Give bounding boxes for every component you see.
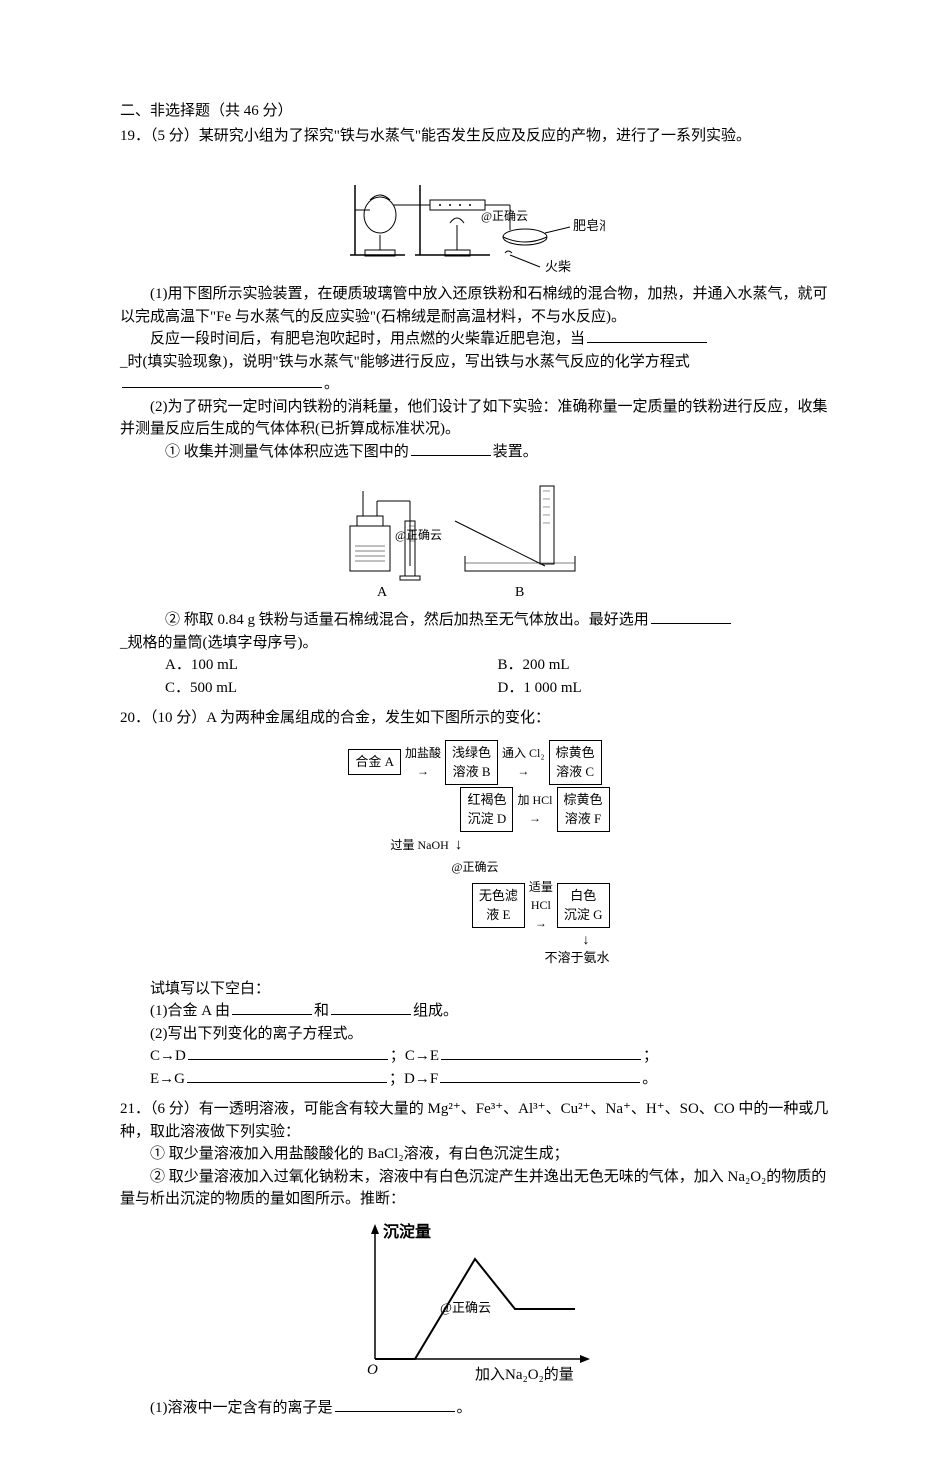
q19-p1: (1)用下图所示实验装置，在硬质玻璃管中放入还原铁粉和石棉绒的混合物，加热，并通… [120, 283, 830, 328]
q20-p1: (1)合金 A 由 和 组成。 [120, 1000, 830, 1023]
q20-flowchart: 合金 A 加盐酸→ 浅绿色溶液 B 通入 Cl₂→ 棕黄色溶液 C 红褐色沉淀 … [120, 738, 830, 970]
blank [441, 1045, 641, 1060]
q19-figure-1: 肥皂液 @正确云 火柴 [120, 155, 830, 275]
blank [335, 1397, 455, 1412]
q19-p2-post: 时(填实验现象)，说明"铁与水蒸气"能够进行反应，写出铁与水蒸气反应的化学方程式 [128, 354, 690, 370]
watermark-flow: @正确云 [451, 858, 498, 876]
q19-p2: 反应一段时间后，有肥皂泡吹起时，用点燃的火柴靠近肥皂泡，当 [120, 328, 830, 351]
label-insoluble: 不溶于氨水 [340, 948, 609, 968]
arrow-label-hcl2: 加 HCl [517, 793, 552, 807]
option-d: D．1 000 mL [498, 677, 831, 700]
q20-p1-pre: (1)合金 A 由 [150, 1003, 230, 1019]
question-21: 21．（6 分）有一透明溶液，可能含有较大量的 Mg²⁺、Fe³⁺、Al³⁺、C… [120, 1098, 830, 1419]
box-solution-c: 棕黄色溶液 C [549, 740, 602, 785]
label-df: ；D→F [389, 1071, 438, 1087]
x-axis-label: 加入Na₂O₂的量 [475, 1366, 574, 1383]
option-c: C．500 mL [165, 677, 498, 700]
blank [232, 1000, 312, 1015]
box-solution-b: 浅绿色溶液 B [445, 740, 498, 785]
q20-intro: 试填写以下空白： [120, 978, 830, 1001]
q19-figure-2: @正确云 A B [120, 471, 830, 601]
q21-p2: ② 取少量溶液加入过氧化钠粉末，溶液中有白色沉淀产生并逸出无色无味的气体，加入 … [120, 1166, 830, 1211]
q19-p2c: 。 [120, 373, 830, 396]
q21-p3-pre: (1)溶液中一定含有的离子是 [150, 1400, 333, 1416]
question-19: 19．（5 分）某研究小组为了探究"铁与水蒸气"能否发生反应及反应的产物，进行了… [120, 125, 830, 700]
box-alloy-a: 合金 A [348, 749, 401, 775]
box-solution-f: 棕黄色溶液 F [557, 787, 610, 832]
watermark-fig1: @正确云 [481, 209, 528, 223]
q19-p5-pre: ② 称取 0.84 g 铁粉与适量石棉绒混合，然后加热至无气体放出。最好选用 [165, 612, 649, 628]
q19-p4-post: 装置。 [493, 444, 538, 460]
q19-p5b: _规格的量筒(选填字母序号)。 [120, 632, 830, 655]
q19-p5-post: 规格的量筒(选填字母序号)。 [128, 635, 318, 651]
blank [411, 441, 491, 456]
q19-p3: (2)为了研究一定时间内铁粉的消耗量，他们设计了如下实验：准确称量一定质量的铁粉… [120, 396, 830, 441]
soap-label: 肥皂液 [573, 218, 605, 233]
q21-p3-post: 。 [457, 1400, 472, 1416]
label-ce: ；C→E [390, 1048, 439, 1064]
blank [187, 1068, 387, 1083]
blank [587, 328, 707, 343]
q21-header: 21．（6 分）有一透明溶液，可能含有较大量的 Mg²⁺、Fe³⁺、Al³⁺、C… [120, 1098, 830, 1143]
q19-p2-end: 。 [324, 376, 339, 392]
label-cd: C→D [150, 1048, 186, 1064]
q19-options: A．100 mL B．200 mL C．500 mL D．1 000 mL [120, 654, 830, 699]
box-solution-e: 无色滤液 E [472, 883, 525, 928]
q19-p4-pre: ① 收集并测量气体体积应选下图中的 [165, 444, 409, 460]
match-label: 火柴 [545, 259, 571, 274]
y-axis-label: 沉淀量 [383, 1222, 431, 1241]
q19-p5: ② 称取 0.84 g 铁粉与适量石棉绒混合，然后加热至无气体放出。最好选用 [120, 609, 830, 632]
q19-p4: ① 收集并测量气体体积应选下图中的 装置。 [120, 441, 830, 464]
blank [122, 373, 322, 388]
q20-sub-cd: C→D ；C→E ； [120, 1045, 830, 1068]
blank [188, 1045, 388, 1060]
q21-p3: (1)溶液中一定含有的离子是 。 [120, 1397, 830, 1420]
box-precipitate-d: 红褐色沉淀 D [460, 787, 513, 832]
origin-label: O [367, 1362, 378, 1378]
q21-graph: 沉淀量 O 加入Na₂O₂的量 @正确云 [120, 1219, 830, 1389]
q19-p2b: _时(填实验现象)，说明"铁与水蒸气"能够进行反应，写出铁与水蒸气反应的化学方程… [120, 351, 830, 374]
option-a: A．100 mL [165, 654, 498, 677]
label-eg: E→G [150, 1071, 185, 1087]
blank [651, 609, 731, 624]
arrow-label-naoh: 过量 NaOH [390, 836, 448, 854]
q21-p1: ① 取少量溶液加入用盐酸酸化的 BaCl₂溶液，有白色沉淀生成； [120, 1143, 830, 1166]
label-b: B [515, 585, 524, 600]
section-header: 二、非选择题（共 46 分） [120, 100, 830, 123]
box-precipitate-g: 白色沉淀 G [557, 883, 610, 928]
label-a: A [377, 585, 388, 600]
question-20: 20．（10 分）A 为两种金属组成的合金，发生如下图所示的变化： 合金 A 加… [120, 707, 830, 1090]
period: 。 [642, 1071, 657, 1087]
watermark-fig2: @正确云 [395, 528, 442, 542]
semi: ； [643, 1048, 658, 1064]
watermark-graph: @正确云 [440, 1300, 491, 1315]
q19-header: 19．（5 分）某研究小组为了探究"铁与水蒸气"能否发生反应及反应的产物，进行了… [120, 125, 830, 148]
q19-p2-pre: 反应一段时间后，有肥皂泡吹起时，用点燃的火柴靠近肥皂泡，当 [150, 331, 585, 347]
q20-sub-eg: E→G ；D→F 。 [120, 1068, 830, 1091]
q20-p1-mid: 和 [314, 1003, 329, 1019]
option-b: B．200 mL [498, 654, 831, 677]
q20-p1-post: 组成。 [413, 1003, 458, 1019]
blank [440, 1068, 640, 1083]
arrow-label-cl2: 通入 Cl₂ [502, 746, 545, 760]
q20-p2: (2)写出下列变化的离子方程式。 [120, 1023, 830, 1046]
q20-header: 20．（10 分）A 为两种金属组成的合金，发生如下图所示的变化： [120, 707, 830, 730]
arrow-label-hcl: 加盐酸 [405, 746, 441, 760]
blank [331, 1000, 411, 1015]
